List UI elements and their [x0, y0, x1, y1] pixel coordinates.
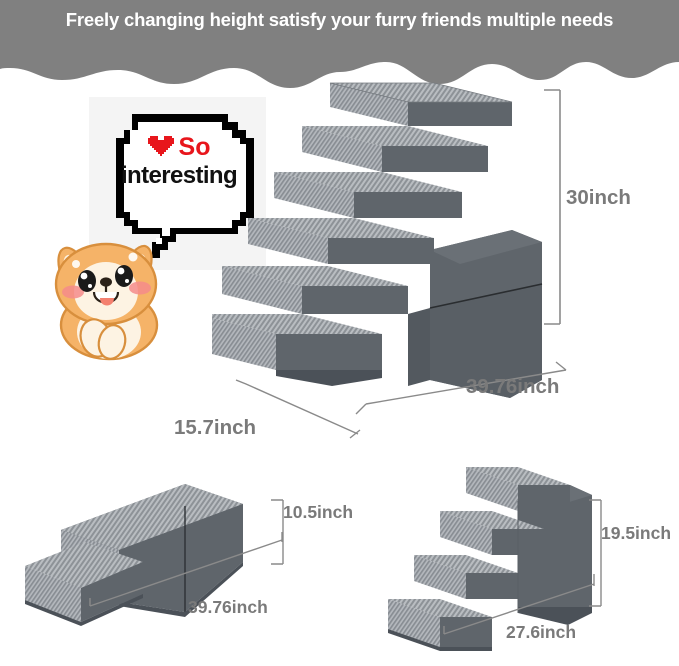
dimension-label-four-length: 27.6inch	[506, 622, 577, 642]
dimension-line-flat-length	[89, 532, 283, 607]
speech-bubble-shape	[116, 114, 254, 266]
banner-wave-shape	[0, 0, 679, 88]
dimension-line-four-height	[589, 499, 602, 607]
dimension-label-four-height: 19.5inch	[601, 523, 672, 543]
dimension-label-flat-height: 10.5inch	[283, 502, 354, 522]
dimension-line-flat-height	[271, 499, 284, 565]
dimension-line-main-width	[235, 379, 361, 439]
dimension-line-four-length	[443, 574, 595, 635]
speech-bubble-line-2: interesting	[120, 162, 238, 189]
dimension-line-main-depth	[355, 361, 567, 415]
product-image-six-step-stairs	[212, 80, 612, 440]
product-image-four-step	[378, 455, 658, 655]
dimension-label-flat-length: 39.76inch	[188, 597, 268, 617]
speech-bubble-line-1: So	[103, 133, 255, 162]
dimension-label-main-width: 15.7inch	[174, 416, 257, 439]
speech-bubble-word-so: So	[178, 133, 211, 161]
dimension-line-main-height	[544, 89, 561, 325]
shiba-inu-dog-icon	[54, 242, 159, 361]
dimension-label-main-depth: 39.76inch	[466, 375, 560, 398]
dimension-label-main-height: 30inch	[566, 186, 631, 209]
header-banner: Freely changing height satisfy your furr…	[0, 0, 679, 96]
page-title: Freely changing height satisfy your furr…	[65, 9, 614, 30]
pixel-heart-icon	[147, 134, 174, 162]
speech-bubble-text: So interesting	[103, 133, 255, 189]
product-image-two-step-flat	[25, 462, 345, 642]
